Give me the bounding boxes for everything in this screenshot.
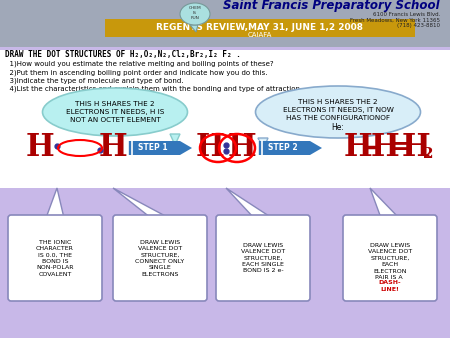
Text: Saint Francis Preparatory School: Saint Francis Preparatory School — [223, 0, 440, 11]
Text: H: H — [99, 132, 127, 164]
Text: THIS H SHARES THE 2
ELECTRONS IT NEEDS, H IS
NOT AN OCTET ELEMENT: THIS H SHARES THE 2 ELECTRONS IT NEEDS, … — [66, 101, 164, 123]
Text: 2: 2 — [423, 147, 433, 161]
Text: DRAW LEWIS
VALENCE DOT
STRUCTURE,
EACH SINGLE
BOND IS 2 e-: DRAW LEWIS VALENCE DOT STRUCTURE, EACH S… — [241, 243, 285, 273]
Bar — [258, 141, 310, 155]
Text: DRAW LEWIS
VALENCE DOT
STRUCTURE,
EACH
ELECTRON
PAIR IS A: DRAW LEWIS VALENCE DOT STRUCTURE, EACH E… — [368, 243, 412, 280]
Text: 6100 Francis Lewis Blvd.: 6100 Francis Lewis Blvd. — [373, 13, 440, 18]
Text: STEP 2: STEP 2 — [268, 144, 298, 152]
Text: REGENTS REVIEW,MAY 31, JUNE 1,2 2008: REGENTS REVIEW,MAY 31, JUNE 1,2 2008 — [157, 23, 364, 31]
Bar — [105, 19, 415, 37]
Text: CHEM
IS
FUN: CHEM IS FUN — [189, 6, 202, 20]
Text: THE IONIC
CHARACTER
IS 0.0, THE
BOND IS
NON-POLAR
COVALENT: THE IONIC CHARACTER IS 0.0, THE BOND IS … — [36, 240, 74, 276]
Text: 3)Indicate the type of molecule and type of bond.: 3)Indicate the type of molecule and type… — [5, 78, 184, 84]
Bar — [0, 188, 450, 338]
Bar — [0, 0, 450, 48]
Polygon shape — [180, 141, 192, 155]
Text: DRAW THE DOT STRUCTURES OF H₂,O₂,N₂,Cl₂,Br₂,I₂ F₂ .: DRAW THE DOT STRUCTURES OF H₂,O₂,N₂,Cl₂,… — [5, 50, 241, 59]
FancyBboxPatch shape — [8, 215, 102, 301]
Text: DASH-
LINE!: DASH- LINE! — [379, 280, 401, 292]
Polygon shape — [113, 188, 169, 218]
Text: THIS H SHARES THE 2
ELECTRONS IT NEEDS, IT NOW
HAS THE CONFIGURATIONOF: THIS H SHARES THE 2 ELECTRONS IT NEEDS, … — [283, 99, 393, 121]
Text: H: H — [401, 131, 430, 163]
Text: =: = — [390, 135, 410, 159]
Text: H: H — [228, 132, 256, 164]
FancyBboxPatch shape — [216, 215, 310, 301]
FancyBboxPatch shape — [113, 215, 207, 301]
Polygon shape — [46, 188, 64, 218]
Text: H: H — [344, 131, 373, 163]
Text: DRAW LEWIS
VALENCE DOT
STRUCTURE,
CONNECT ONLY
SINGLE
ELECTRONS: DRAW LEWIS VALENCE DOT STRUCTURE, CONNEC… — [135, 240, 184, 276]
Text: 2)Put them in ascending boiling point order and indicate how you do this.: 2)Put them in ascending boiling point or… — [5, 70, 267, 76]
Polygon shape — [226, 188, 272, 218]
Bar — [0, 48, 450, 188]
Text: H: H — [371, 131, 400, 163]
Text: CAIAFA: CAIAFA — [248, 32, 272, 38]
Text: STEP 1: STEP 1 — [138, 144, 168, 152]
Text: (718) 423-8810: (718) 423-8810 — [397, 23, 440, 27]
Text: 1)How would you estimate the relative melting and boiling points of these?: 1)How would you estimate the relative me… — [5, 61, 274, 67]
Ellipse shape — [42, 88, 188, 136]
Bar — [0, 47, 450, 50]
Polygon shape — [370, 188, 399, 218]
Text: Fresh Meadows, New York 11365: Fresh Meadows, New York 11365 — [350, 18, 440, 23]
Polygon shape — [170, 134, 180, 145]
Text: H: H — [26, 132, 54, 164]
Text: H: H — [196, 132, 225, 164]
Text: 4)List the characteristics and explain them with the bonding and type of attract: 4)List the characteristics and explain t… — [5, 86, 300, 92]
FancyBboxPatch shape — [343, 215, 437, 301]
Polygon shape — [258, 138, 268, 150]
Ellipse shape — [256, 86, 420, 138]
Text: He:: He: — [332, 123, 344, 132]
Bar — [128, 141, 180, 155]
Ellipse shape — [180, 3, 210, 25]
Polygon shape — [190, 25, 198, 32]
Polygon shape — [310, 141, 322, 155]
